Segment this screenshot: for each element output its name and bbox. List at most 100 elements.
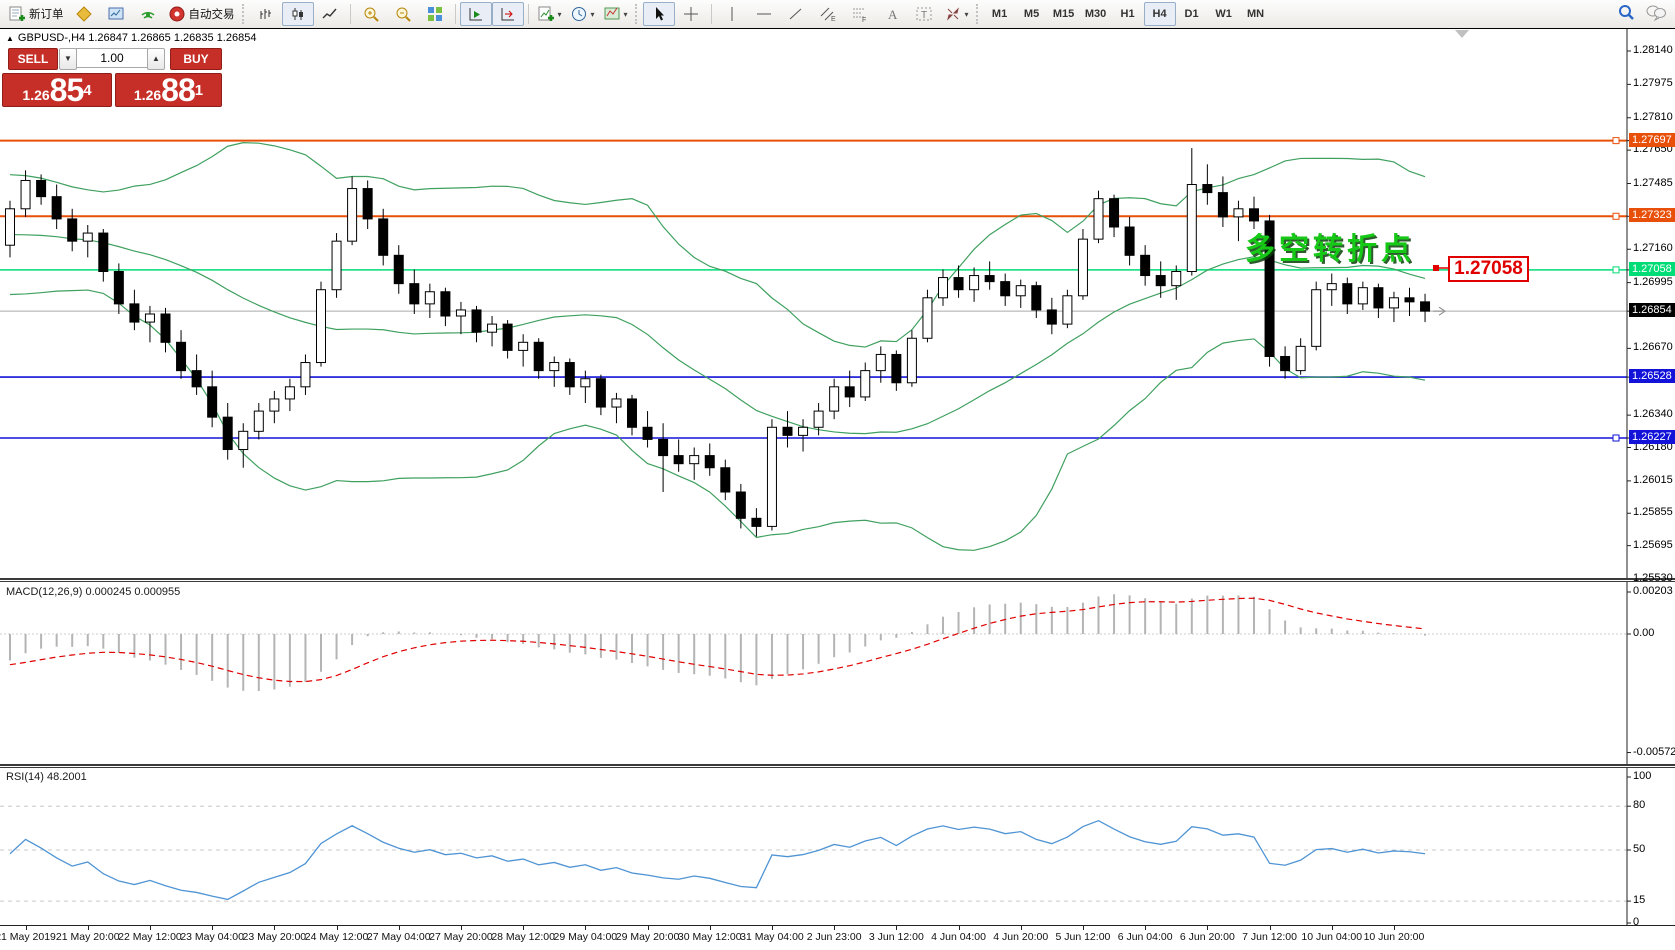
timeframe-h1-button[interactable]: H1 xyxy=(1112,2,1144,26)
volume-increase-button[interactable]: ▲ xyxy=(147,48,165,70)
price-callout-box[interactable]: 1.27058 xyxy=(1448,256,1529,282)
sell-price-pip: 4 xyxy=(83,82,92,99)
zoom-in-button[interactable] xyxy=(355,2,387,26)
signals-button[interactable] xyxy=(132,2,164,26)
time-tick xyxy=(25,926,27,930)
zoom-out-button[interactable] xyxy=(387,2,419,26)
trendline-tool-button[interactable] xyxy=(780,2,812,26)
rsi-layer xyxy=(0,805,1627,902)
trendline-icon xyxy=(789,8,801,20)
new-order-icon xyxy=(9,6,25,21)
cursor-arrow-icon xyxy=(655,7,664,21)
sell-button[interactable]: SELL xyxy=(8,48,58,70)
templates-button[interactable]: ▾ xyxy=(599,2,632,26)
chart-symbol-ohlc-header: ▲ GBPUSD-,H4 1.26847 1.26865 1.26835 1.26… xyxy=(6,32,256,44)
periods-clock-icon xyxy=(571,7,586,21)
periods-button[interactable]: ▾ xyxy=(566,2,599,26)
timeframe-m1-button[interactable]: M1 xyxy=(984,2,1016,26)
bar-chart-icon xyxy=(260,9,271,19)
chart-shift-icon xyxy=(501,8,514,21)
sell-price-display[interactable]: 1.26 85 4 xyxy=(2,73,112,107)
price-line-label: 1.26227 xyxy=(1629,429,1675,444)
chart-area[interactable] xyxy=(0,28,1675,950)
autotrading-button[interactable]: 自动交易 xyxy=(164,2,239,26)
candlestick-mode-button[interactable] xyxy=(281,2,314,26)
time-axis[interactable]: 21 May 2019 21 May 20:00 22 May 12:00 23 Ma… xyxy=(0,925,1675,950)
channel-tool-button[interactable]: E xyxy=(812,2,844,26)
timeframe-m30-button[interactable]: M30 xyxy=(1080,2,1112,26)
chart-shift-marker-icon[interactable] xyxy=(1455,30,1469,38)
price-tick-label: 80 xyxy=(1633,799,1646,812)
auto-scroll-icon xyxy=(469,8,482,21)
rsi-indicator-label: RSI(14) 48.2001 xyxy=(6,771,87,783)
buy-price-small: 1.26 xyxy=(133,87,162,103)
time-tick-label: 30 May 12:00 xyxy=(677,931,742,943)
arrows-tool-button[interactable]: ▾ xyxy=(940,2,973,26)
auto-scroll-button[interactable] xyxy=(459,2,492,26)
buy-button[interactable]: BUY xyxy=(170,48,222,70)
chat-icon[interactable] xyxy=(1645,3,1667,21)
timeframe-mn-button[interactable]: MN xyxy=(1240,2,1272,26)
new-order-label: 新订单 xyxy=(29,9,64,21)
timeframe-d1-button[interactable]: D1 xyxy=(1176,2,1208,26)
fibonacci-tool-button[interactable]: F xyxy=(844,2,876,26)
price-axis[interactable]: 1.28140 1.27975 1.27810 1.27650 1.27485 1.271… xyxy=(1628,28,1675,928)
buy-price-big: 88 xyxy=(161,72,196,108)
crosshair-tool-button[interactable] xyxy=(675,2,707,26)
price-tick-label: 1.26340 xyxy=(1633,408,1673,421)
svg-text:T: T xyxy=(921,10,927,21)
price-tick-label: 1.26670 xyxy=(1633,341,1673,354)
svg-text:F: F xyxy=(862,17,866,23)
search-icon[interactable] xyxy=(1617,3,1635,21)
arrow-objects-icon xyxy=(946,7,959,21)
price-line-label: 1.26854 xyxy=(1629,303,1675,318)
cursor-tool-button[interactable] xyxy=(642,2,675,26)
chart-canvas xyxy=(0,29,1631,926)
toolbar-grip xyxy=(634,4,640,24)
timeframe-m15-button[interactable]: M15 xyxy=(1048,2,1080,26)
time-tick-label: 2 Jun 23:00 xyxy=(806,931,862,943)
indicators-button[interactable]: ▾ xyxy=(533,2,566,26)
volume-decrease-button[interactable]: ▼ xyxy=(59,48,77,70)
time-tick-label: 29 May 20:00 xyxy=(615,931,680,943)
sell-price-big: 85 xyxy=(49,72,85,108)
line-chart-mode-button[interactable] xyxy=(314,2,346,26)
timeframe-w1-button[interactable]: W1 xyxy=(1208,2,1240,26)
tile-windows-button[interactable] xyxy=(419,2,451,26)
macd-panel-splitter[interactable] xyxy=(0,578,1675,582)
collapse-icon[interactable]: ▲ xyxy=(6,34,14,43)
price-tick-label: 1.28140 xyxy=(1633,44,1673,56)
time-tick xyxy=(460,926,462,930)
time-tick xyxy=(1082,926,1084,930)
horizontal-line-tool-button[interactable] xyxy=(748,2,780,26)
chart-text-annotation[interactable]: 多空转折点 xyxy=(1245,233,1415,266)
charts-button[interactable] xyxy=(100,2,132,26)
fibonacci-icon: F xyxy=(852,8,866,23)
toolbar-grip xyxy=(241,4,247,24)
price-tick-label: -0.005729 xyxy=(1633,745,1675,758)
chart-shift-button[interactable] xyxy=(491,2,524,26)
buy-price-display[interactable]: 1.26 88 1 xyxy=(115,73,222,107)
candles-layer xyxy=(5,148,1446,537)
new-order-button[interactable]: 新订单 xyxy=(4,2,68,26)
text-tool-button[interactable]: A xyxy=(876,2,908,26)
time-tick xyxy=(709,926,711,930)
mql-community-icon xyxy=(75,6,92,22)
timeframe-h4-button[interactable]: H4 xyxy=(1143,2,1176,26)
mql-community-button[interactable] xyxy=(68,2,100,26)
hlines-layer xyxy=(0,137,1627,442)
timeframe-m5-button[interactable]: M5 xyxy=(1016,2,1048,26)
text-label-tool-button[interactable]: T xyxy=(908,2,940,26)
time-tick xyxy=(212,926,214,930)
bar-chart-mode-button[interactable] xyxy=(250,2,282,26)
timeframe-label: M1 xyxy=(991,8,1008,20)
svg-text:A: A xyxy=(888,7,898,22)
volume-input[interactable] xyxy=(76,48,148,68)
autotrading-label: 自动交易 xyxy=(188,9,235,21)
text-label-icon: T xyxy=(916,7,932,21)
price-line-label: 1.27323 xyxy=(1629,208,1675,223)
rsi-panel-splitter[interactable] xyxy=(0,764,1675,768)
signals-icon xyxy=(141,11,154,19)
vertical-line-tool-button[interactable] xyxy=(716,2,748,26)
time-tick xyxy=(896,926,898,930)
